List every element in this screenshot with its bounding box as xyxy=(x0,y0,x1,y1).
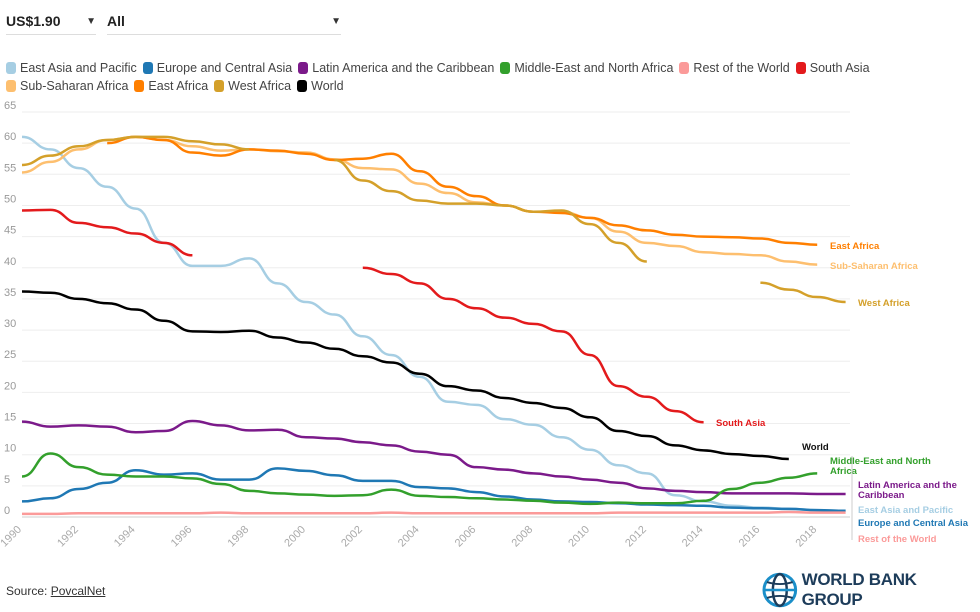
legend-item[interactable]: Sub-Saharan Africa xyxy=(6,78,128,94)
legend: East Asia and Pacific Europe and Central … xyxy=(6,60,906,96)
x-tick-label: 2018 xyxy=(794,524,820,550)
y-tick-label: 55 xyxy=(4,162,16,174)
x-tick-label: 1994 xyxy=(112,524,138,550)
x-tick-label: 1992 xyxy=(55,524,81,550)
legend-label: Rest of the World xyxy=(693,61,790,75)
x-tick-label: 2012 xyxy=(623,524,649,550)
x-tick-label: 2002 xyxy=(339,524,365,550)
chevron-down-icon: ▼ xyxy=(331,15,341,27)
series-line-west-africa xyxy=(334,158,647,263)
region-value: All xyxy=(107,13,125,29)
legend-swatch xyxy=(679,62,690,74)
legend-item[interactable]: Europe and Central Asia xyxy=(142,60,293,76)
y-tick-label: 15 xyxy=(4,412,16,424)
legend-label: East Asia and Pacific xyxy=(20,61,137,75)
y-tick-label: 25 xyxy=(4,349,16,361)
logo-text: WORLD BANK GROUP xyxy=(801,570,917,609)
x-tick-label: 2000 xyxy=(282,524,308,550)
x-tick-label: 2008 xyxy=(510,524,536,550)
legend-label: Middle-East and North Africa xyxy=(514,61,674,75)
series-end-label: East Africa xyxy=(830,241,880,252)
series-line-latin-america-and-the-caribbean xyxy=(21,419,846,496)
povcalnet-link[interactable]: PovcalNet xyxy=(50,584,106,598)
x-tick-label: 1990 xyxy=(0,524,24,550)
legend-item[interactable]: Rest of the World xyxy=(679,60,790,76)
y-tick-label: 40 xyxy=(4,256,16,268)
series-end-label: Sub-Saharan Africa xyxy=(830,261,919,272)
legend-item[interactable]: East Africa xyxy=(134,78,208,94)
x-tick-label: 2014 xyxy=(680,524,706,550)
series-end-label: South Asia xyxy=(716,418,766,429)
legend-swatch xyxy=(6,62,16,74)
series-end-label: World xyxy=(802,442,829,453)
series-line-rest-of-the-world xyxy=(22,510,846,516)
series-line-south-asia xyxy=(21,208,193,257)
legend-swatch xyxy=(142,62,153,74)
y-tick-label: 65 xyxy=(4,100,16,112)
legend-swatch xyxy=(134,80,145,92)
y-tick-label: 20 xyxy=(4,380,16,392)
series-line-west-africa xyxy=(21,135,250,167)
legend-item[interactable]: South Asia xyxy=(795,60,870,76)
x-tick-label: 2010 xyxy=(566,524,592,550)
legend-swatch xyxy=(6,80,16,92)
legend-swatch xyxy=(297,80,308,92)
x-tick-label: 1996 xyxy=(169,524,195,550)
y-tick-label: 50 xyxy=(4,193,16,205)
y-tick-label: 0 xyxy=(4,505,10,517)
y-tick-label: 5 xyxy=(4,474,10,486)
globe-icon xyxy=(762,572,798,608)
legend-label: Sub-Saharan Africa xyxy=(20,79,129,93)
poverty-line-value: US$1.90 xyxy=(6,13,61,29)
y-tick-label: 30 xyxy=(4,318,16,330)
legend-item[interactable]: Middle-East and North Africa xyxy=(500,60,673,76)
legend-swatch xyxy=(500,62,511,74)
series-line-world xyxy=(21,290,789,461)
y-tick-label: 35 xyxy=(4,287,16,299)
series-line-south-asia xyxy=(362,266,704,424)
legend-item[interactable]: West Africa xyxy=(214,78,291,94)
legend-label: East Africa xyxy=(148,79,209,93)
legend-item[interactable]: Latin America and the Caribbean xyxy=(298,60,494,76)
source-note: Source: PovcalNet xyxy=(6,584,105,598)
x-tick-label: 1998 xyxy=(226,524,252,550)
y-tick-label: 60 xyxy=(4,131,16,143)
legend-label: World xyxy=(311,79,344,93)
y-tick-label: 45 xyxy=(4,225,16,237)
series-end-label: West Africa xyxy=(858,298,910,309)
world-bank-logo: WORLD BANK GROUP xyxy=(762,570,980,610)
series-end-label: Middle-East and North Africa xyxy=(830,456,931,477)
legend-label: South Asia xyxy=(809,61,870,75)
legend-label: West Africa xyxy=(228,79,292,93)
chevron-down-icon: ▼ xyxy=(86,15,96,27)
legend-label: Europe and Central Asia xyxy=(156,61,293,75)
legend-label: Latin America and the Caribbean xyxy=(312,61,495,75)
y-tick-label: 10 xyxy=(4,443,16,455)
x-tick-label: 2006 xyxy=(453,524,479,550)
series-line-west-africa xyxy=(760,281,846,304)
legend-item[interactable]: East Asia and Pacific xyxy=(6,60,137,76)
legend-item[interactable]: World xyxy=(297,78,344,94)
series-end-label: Rest of the World xyxy=(858,534,937,545)
series-line-middle-east-and-north-africa xyxy=(21,452,818,506)
series-end-label: Europe and Central Asia xyxy=(858,518,969,529)
legend-swatch xyxy=(298,62,309,74)
series-line-east-africa xyxy=(107,135,818,246)
legend-swatch xyxy=(795,62,806,74)
series-line-europe-and-central-asia xyxy=(21,467,846,513)
region-dropdown[interactable]: All ▼ xyxy=(107,8,341,35)
series-end-label: Latin America and the Caribbean xyxy=(858,480,957,501)
poverty-line-dropdown[interactable]: US$1.90 ▼ xyxy=(6,8,96,35)
legend-swatch xyxy=(214,80,225,92)
series-end-label: East Asia and Pacific xyxy=(858,505,953,516)
source-label: Source: xyxy=(6,584,48,598)
x-tick-label: 2016 xyxy=(737,524,763,550)
x-tick-label: 2004 xyxy=(396,524,422,550)
